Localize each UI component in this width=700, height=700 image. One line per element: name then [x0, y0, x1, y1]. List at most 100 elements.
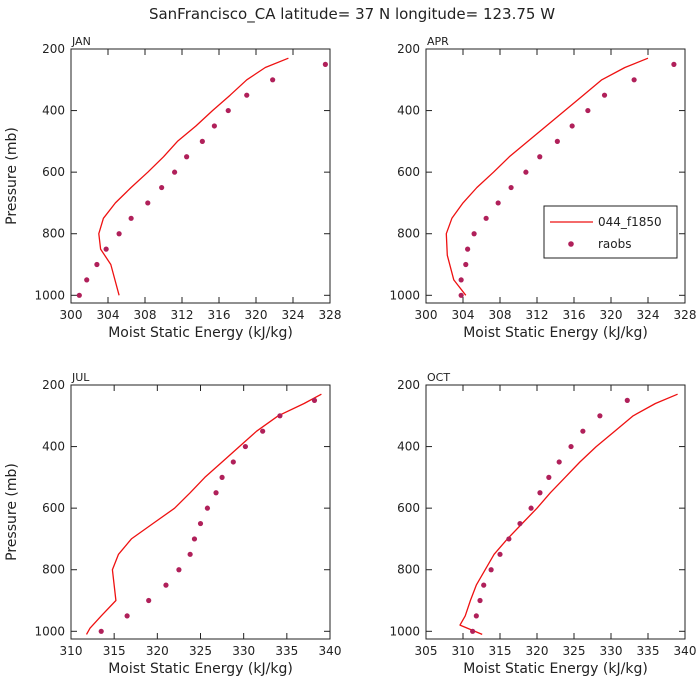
x-tick-label: 328 — [319, 308, 342, 322]
panel-label: OCT — [427, 371, 450, 384]
plot-frame — [425, 48, 686, 304]
obs-point — [585, 107, 591, 114]
model-line — [98, 57, 289, 296]
x-tick-label: 300 — [60, 308, 83, 322]
x-tick-label: 320 — [146, 644, 169, 658]
obs-point — [242, 443, 248, 450]
obs-point — [244, 92, 250, 98]
obs-point — [508, 184, 514, 191]
panel-jan: JAN 300 304 308 312 316 320 324 328 200 400 600 800 1… — [4, 35, 341, 341]
x-tick-label: 312 — [526, 308, 549, 322]
x-tick-label: 312 — [171, 308, 194, 322]
x-tick-label: 304 — [97, 308, 120, 322]
obs-point — [569, 123, 575, 129]
obs-point — [458, 277, 464, 283]
obs-point — [225, 107, 231, 114]
obs-point — [497, 551, 503, 557]
obs-point — [199, 138, 205, 144]
obs-point — [197, 520, 204, 527]
obs-point — [481, 582, 487, 588]
x-tick-label: 316 — [563, 308, 586, 322]
obs-point — [580, 428, 586, 434]
x-axis-title: Moist Static Energy (kJ/kg) — [108, 325, 293, 341]
x-tick-label: 315 — [103, 644, 126, 658]
x-tick-label: 305 — [415, 644, 438, 658]
y-tick-label: 1000 — [34, 624, 65, 638]
x-tick-label: 308 — [489, 308, 512, 322]
obs-point — [470, 628, 476, 634]
x-tick-label: 320 — [600, 308, 623, 322]
obs-point — [172, 169, 178, 175]
obs-point — [277, 413, 283, 419]
x-axis-title: Moist Static Energy (kJ/kg) — [463, 325, 648, 341]
x-tick-label: 308 — [134, 308, 157, 322]
y-tick-label: 800 — [42, 227, 65, 241]
x-tick-label: 330 — [600, 644, 623, 658]
x-tick-label: 325 — [189, 644, 212, 658]
obs-point — [465, 246, 471, 252]
obs-point — [191, 536, 198, 542]
legend-obs-label: raobs — [598, 237, 632, 251]
obs-point — [601, 92, 608, 98]
obs-point — [260, 428, 266, 434]
x-tick-label: 324 — [637, 308, 660, 322]
obs-point — [471, 231, 477, 237]
x-tick-label: 340 — [674, 644, 697, 658]
y-tick-label: 400 — [42, 104, 65, 118]
y-axis-title: Pressure (mb) — [4, 463, 20, 561]
y-tick-label: 400 — [42, 440, 65, 454]
obs-point — [556, 459, 562, 465]
figure-title: SanFrancisco_CA latitude= 37 N longitude… — [149, 5, 555, 24]
obs-point — [458, 292, 464, 298]
obs-point — [631, 77, 637, 83]
panel-label: JUL — [71, 371, 90, 384]
x-tick-label: 330 — [232, 644, 255, 658]
y-tick-label: 200 — [397, 378, 420, 392]
obs-point — [488, 567, 494, 573]
obs-point — [537, 490, 543, 496]
obs-point — [116, 231, 122, 237]
obs-point — [270, 77, 276, 83]
obs-point — [473, 613, 479, 619]
y-tick-label: 1000 — [389, 288, 420, 302]
obs-point — [76, 292, 82, 298]
y-axis-title: Pressure (mb) — [4, 127, 20, 225]
obs-point — [322, 61, 328, 67]
x-axis-title: Moist Static Energy (kJ/kg) — [463, 661, 648, 677]
obs-point — [146, 597, 152, 604]
obs-point — [554, 138, 560, 144]
obs-point — [213, 490, 219, 496]
obs-point — [124, 613, 130, 619]
obs-point — [517, 520, 523, 527]
legend-obs-swatch — [568, 241, 574, 247]
obs-point — [671, 61, 677, 67]
obs-point — [163, 582, 169, 588]
obs-point — [311, 397, 318, 403]
x-tick-label: 316 — [208, 308, 231, 322]
y-tick-label: 400 — [397, 440, 420, 454]
y-tick-label: 200 — [397, 42, 420, 56]
y-tick-label: 800 — [397, 227, 420, 241]
obs-point — [211, 123, 217, 129]
y-tick-label: 600 — [42, 165, 65, 179]
model-line — [445, 57, 649, 296]
y-tick-label: 600 — [42, 501, 65, 515]
obs-point — [483, 215, 489, 221]
model-line — [85, 393, 322, 635]
obs-point — [230, 459, 236, 465]
y-tick-label: 600 — [397, 501, 420, 515]
obs-point — [624, 397, 630, 403]
obs-point — [94, 261, 100, 268]
plot-frame — [70, 384, 331, 640]
obs-point — [184, 154, 190, 160]
plot-frame — [425, 384, 686, 640]
obs-point — [495, 200, 501, 206]
obs-point — [159, 184, 165, 191]
x-tick-label: 325 — [563, 644, 586, 658]
legend-model-label: 044_f1850 — [598, 215, 662, 229]
obs-point — [187, 551, 193, 557]
obs-point — [176, 567, 182, 573]
plot-frame — [70, 48, 331, 304]
obs-point — [84, 277, 90, 283]
